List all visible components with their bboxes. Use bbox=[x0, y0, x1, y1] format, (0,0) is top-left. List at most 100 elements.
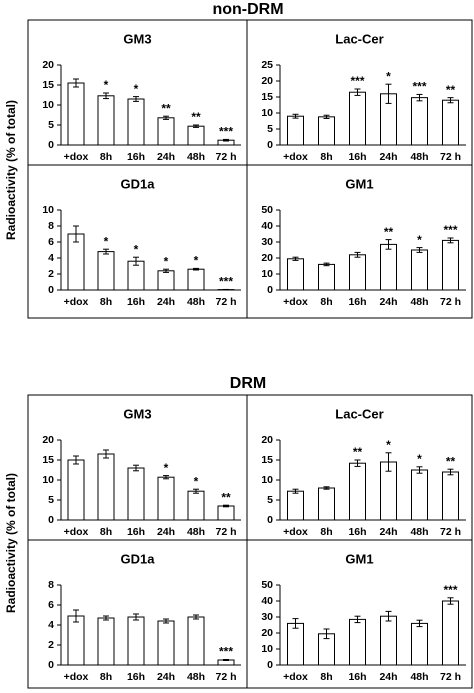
x-tick-label: 48h bbox=[410, 151, 428, 163]
y-tick-label: 0 bbox=[48, 514, 54, 526]
y-tick-label: 0 bbox=[48, 659, 54, 671]
x-tick-label: +dox bbox=[64, 151, 89, 163]
x-tick-label: 16h bbox=[348, 296, 366, 308]
significance-label: ** bbox=[221, 490, 231, 504]
y-tick-label: 30 bbox=[261, 236, 273, 248]
x-tick-label: 24h bbox=[379, 296, 397, 308]
bar bbox=[127, 616, 145, 666]
bar bbox=[349, 462, 366, 521]
bar bbox=[287, 490, 304, 521]
bar bbox=[187, 616, 205, 666]
x-tick-label: 48h bbox=[187, 296, 205, 308]
x-tick-label: 16h bbox=[348, 671, 366, 683]
x-tick-label: 72 h bbox=[440, 296, 461, 308]
bar bbox=[442, 99, 459, 146]
x-tick-label: 16h bbox=[127, 296, 145, 308]
y-tick-label: 0 bbox=[267, 514, 273, 526]
bar bbox=[127, 98, 145, 146]
bar bbox=[187, 268, 205, 291]
y-tick-label: 20 bbox=[42, 434, 54, 446]
significance-label: * bbox=[194, 254, 199, 268]
x-tick-label: 72 h bbox=[440, 526, 461, 538]
x-tick-label: 48h bbox=[410, 671, 428, 683]
bar bbox=[217, 505, 235, 521]
significance-label: * bbox=[386, 69, 391, 83]
y-tick-label: 0 bbox=[267, 139, 273, 151]
y-axis-label: Radioactivity (% of total) bbox=[4, 473, 18, 613]
y-tick-label: 10 bbox=[42, 474, 54, 486]
significance-label: *** bbox=[219, 275, 233, 289]
x-tick-label: +dox bbox=[283, 526, 308, 538]
x-tick-label: +dox bbox=[64, 526, 89, 538]
significance-label: *** bbox=[219, 645, 233, 659]
y-tick-label: 4 bbox=[48, 252, 54, 264]
bar bbox=[67, 82, 85, 146]
significance-label: * bbox=[104, 78, 109, 92]
bar bbox=[318, 487, 335, 521]
y-tick-label: 0 bbox=[48, 139, 54, 151]
x-tick-label: 24h bbox=[379, 151, 397, 163]
y-tick-label: 40 bbox=[261, 595, 273, 607]
x-tick-label: +dox bbox=[64, 671, 89, 683]
significance-label: ** bbox=[446, 454, 456, 468]
x-tick-label: 8h bbox=[320, 151, 332, 163]
significance-label: *** bbox=[412, 80, 426, 94]
bar bbox=[187, 490, 205, 521]
significance-label: ** bbox=[161, 101, 171, 115]
x-tick-label: 24h bbox=[157, 151, 175, 163]
y-tick-label: 10 bbox=[42, 204, 54, 216]
bar bbox=[380, 615, 397, 666]
significance-label: *** bbox=[443, 223, 457, 237]
y-tick-label: 50 bbox=[261, 204, 273, 216]
significance-label: * bbox=[417, 452, 422, 466]
y-tick-label: 10 bbox=[261, 643, 273, 655]
bar bbox=[127, 467, 145, 521]
bar bbox=[157, 620, 175, 666]
panel-title: GM1 bbox=[345, 176, 373, 191]
panel-title: GM1 bbox=[345, 551, 373, 566]
x-tick-label: 48h bbox=[187, 151, 205, 163]
bar bbox=[287, 258, 304, 291]
bar bbox=[287, 115, 304, 146]
significance-label: ** bbox=[191, 110, 201, 124]
y-tick-label: 5 bbox=[267, 494, 273, 506]
y-tick-label: 2 bbox=[48, 639, 54, 651]
y-tick-label: 20 bbox=[42, 59, 54, 71]
significance-label: * bbox=[164, 254, 169, 268]
y-tick-label: 6 bbox=[48, 599, 54, 611]
x-tick-label: 72 h bbox=[215, 526, 236, 538]
x-tick-label: 72 h bbox=[215, 671, 236, 683]
x-tick-label: 16h bbox=[348, 526, 366, 538]
x-tick-label: 8h bbox=[320, 526, 332, 538]
y-tick-label: 0 bbox=[267, 284, 273, 296]
y-tick-label: 0 bbox=[267, 659, 273, 671]
bar bbox=[442, 600, 459, 666]
significance-label: *** bbox=[219, 125, 233, 139]
y-tick-label: 15 bbox=[42, 79, 54, 91]
y-tick-label: 10 bbox=[261, 107, 273, 119]
significance-label: * bbox=[417, 233, 422, 247]
y-tick-label: 20 bbox=[261, 252, 273, 264]
bar bbox=[349, 91, 366, 146]
x-tick-label: 72 h bbox=[215, 296, 236, 308]
x-tick-label: 8h bbox=[100, 151, 112, 163]
y-tick-label: 4 bbox=[48, 619, 54, 631]
x-tick-label: +dox bbox=[283, 296, 308, 308]
x-tick-label: 16h bbox=[348, 151, 366, 163]
bar bbox=[67, 459, 85, 521]
y-tick-label: 8 bbox=[48, 579, 54, 591]
significance-label: * bbox=[164, 461, 169, 475]
bar bbox=[67, 615, 85, 666]
y-tick-label: 6 bbox=[48, 236, 54, 248]
x-tick-label: 48h bbox=[187, 526, 205, 538]
y-tick-label: 8 bbox=[48, 220, 54, 232]
x-tick-label: 8h bbox=[100, 296, 112, 308]
x-tick-label: +dox bbox=[283, 671, 308, 683]
significance-label: ** bbox=[446, 83, 456, 97]
y-tick-label: 20 bbox=[261, 75, 273, 87]
y-tick-label: 15 bbox=[261, 91, 273, 103]
bar bbox=[380, 243, 397, 291]
panel-title: Lac-Cer bbox=[335, 31, 383, 46]
x-tick-label: 16h bbox=[127, 671, 145, 683]
